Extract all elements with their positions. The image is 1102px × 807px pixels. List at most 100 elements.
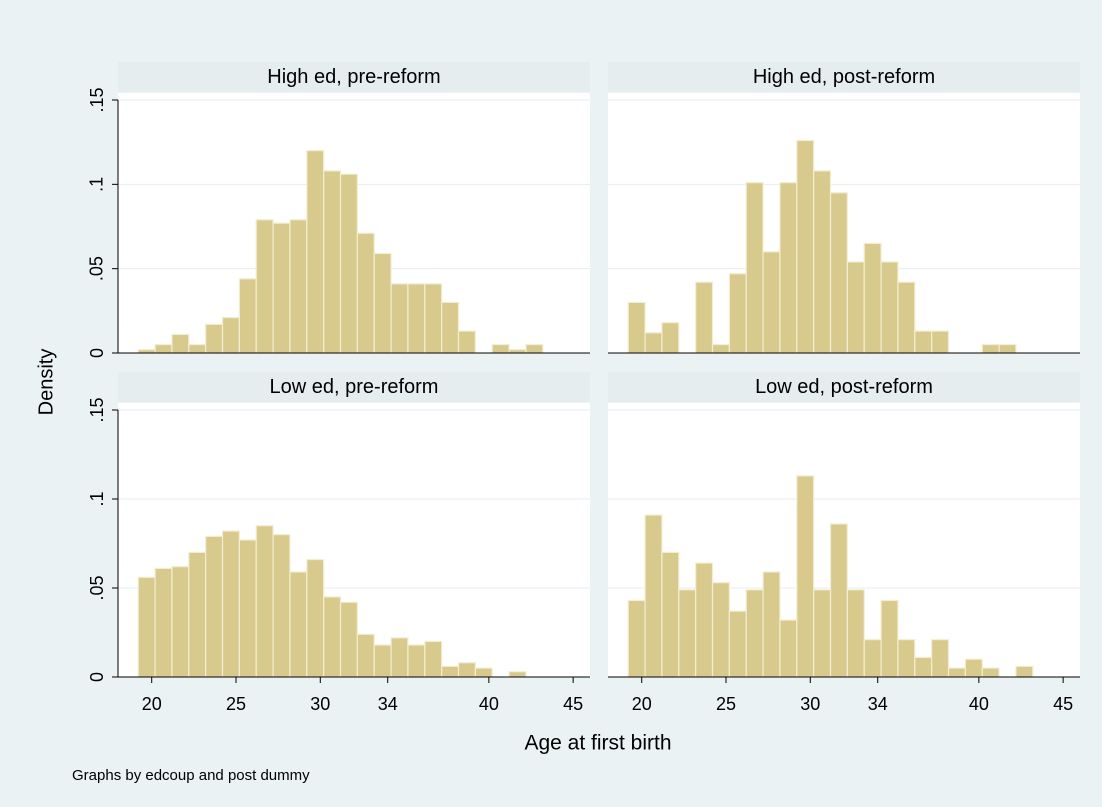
histogram-bar	[661, 551, 680, 678]
panel-title: High ed, pre-reform	[267, 66, 440, 88]
histogram-bar	[644, 514, 663, 678]
x-tick-label: 30	[310, 694, 330, 714]
histogram-bar	[356, 232, 375, 354]
histogram-bar	[678, 589, 697, 678]
histogram-bar	[947, 667, 966, 678]
histogram-bar	[728, 273, 747, 354]
x-tick-label: 40	[479, 694, 499, 714]
x-tick-label: 30	[800, 694, 820, 714]
histogram-bar	[627, 599, 646, 678]
histogram-bar	[998, 343, 1017, 354]
histogram-bar	[323, 170, 342, 354]
panel-strip	[118, 372, 590, 402]
y-tick-label: .05	[87, 575, 107, 600]
panel-title: Low ed, pre-reform	[270, 376, 439, 398]
x-tick-label: 25	[716, 694, 736, 714]
histogram-bar	[914, 330, 933, 354]
histogram-bar	[424, 640, 443, 678]
y-tick-label: .05	[87, 256, 107, 281]
histogram-bar	[914, 656, 933, 678]
y-tick-label: .15	[87, 397, 107, 422]
y-tick-label: 0	[87, 348, 107, 358]
histogram-bar	[373, 252, 392, 354]
histogram-bar	[407, 644, 426, 678]
x-tick-label: 34	[868, 694, 888, 714]
histogram-bar	[779, 619, 798, 678]
histogram-bar	[508, 349, 527, 354]
histogram-bar	[863, 639, 882, 678]
y-tick-label: .1	[87, 491, 107, 506]
histogram-bar	[711, 343, 730, 354]
x-tick-label: 45	[1053, 694, 1073, 714]
histogram-bar	[407, 283, 426, 354]
histogram-bar	[289, 571, 308, 678]
histogram-bar	[171, 566, 190, 678]
histogram-bar	[255, 525, 274, 678]
y-tick-label: .1	[87, 177, 107, 192]
panel-strip	[608, 62, 1080, 92]
histogram-bar	[644, 332, 663, 354]
histogram-bar	[221, 316, 240, 354]
histogram-bar	[205, 535, 224, 678]
histogram-bar	[238, 539, 257, 678]
histogram-bar	[306, 150, 325, 354]
histogram-bar	[441, 301, 460, 354]
x-tick-label: 45	[563, 694, 583, 714]
histogram-bar	[829, 192, 848, 354]
histogram-bar	[339, 601, 358, 678]
x-tick-label: 34	[378, 694, 398, 714]
histogram-bar	[745, 182, 764, 354]
panel-strip	[608, 372, 1080, 402]
histogram-bar	[796, 139, 815, 354]
histogram-bar	[931, 330, 950, 354]
histogram-bar	[255, 219, 274, 354]
histogram-bar	[238, 278, 257, 354]
histogram-bar	[289, 219, 308, 354]
histogram-bar	[356, 633, 375, 678]
histogram-bar	[779, 182, 798, 354]
histogram-bar	[424, 283, 443, 354]
x-axis-label: Age at first birth	[524, 732, 671, 755]
histogram-bar	[525, 343, 544, 354]
histogram-bar	[728, 610, 747, 678]
histogram-bar	[306, 558, 325, 678]
x-tick-label: 25	[226, 694, 246, 714]
histogram-bar	[339, 173, 358, 354]
y-tick-label: 0	[87, 672, 107, 682]
histogram-bar	[627, 301, 646, 354]
histogram-bar	[762, 571, 781, 678]
note: Graphs by edcoup and post dummy	[72, 767, 310, 784]
histogram-bar	[981, 343, 1000, 354]
histogram-bar	[711, 582, 730, 678]
histogram-bar	[846, 261, 865, 354]
histogram-bar	[457, 330, 476, 354]
histogram-bar	[931, 639, 950, 678]
histogram-bar	[1015, 665, 1034, 678]
histogram-bar	[272, 222, 291, 354]
histogram-bar	[863, 242, 882, 354]
histogram-bar	[188, 343, 207, 354]
histogram-bar	[137, 576, 156, 678]
panel-title: Low ed, post-reform	[755, 376, 933, 398]
histogram-bar	[897, 639, 916, 678]
x-tick-label: 20	[632, 694, 652, 714]
histogram-bar	[796, 475, 815, 678]
histogram-bar	[491, 343, 510, 354]
histogram-bar	[981, 667, 1000, 678]
histogram-bar	[221, 530, 240, 678]
histogram-bar	[880, 599, 899, 678]
histogram-bar	[390, 637, 409, 678]
histogram-bar	[897, 281, 916, 354]
histogram-bar	[964, 658, 983, 678]
histogram-bar	[171, 333, 190, 354]
histogram-bar	[272, 533, 291, 678]
histogram-bar	[813, 589, 832, 678]
histogram-bar	[813, 170, 832, 354]
histogram-bar	[695, 562, 714, 678]
histogram-bar	[373, 644, 392, 678]
panel-strip	[118, 62, 590, 92]
histogram-bar	[846, 589, 865, 678]
histogram-bar	[390, 283, 409, 354]
